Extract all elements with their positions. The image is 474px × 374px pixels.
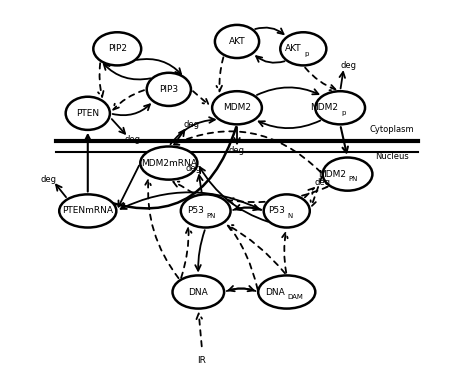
- Text: AKT: AKT: [228, 37, 246, 46]
- Ellipse shape: [212, 91, 262, 125]
- Text: MDM2mRNA: MDM2mRNA: [141, 159, 197, 168]
- Text: Cytoplasm: Cytoplasm: [369, 125, 414, 134]
- Text: DNA: DNA: [189, 288, 208, 297]
- Text: DAM: DAM: [288, 294, 304, 300]
- Ellipse shape: [258, 275, 315, 309]
- Text: PIP3: PIP3: [159, 85, 178, 94]
- Text: DNA: DNA: [265, 288, 285, 297]
- Text: deg: deg: [340, 61, 356, 70]
- Text: MDM2: MDM2: [310, 103, 338, 112]
- Ellipse shape: [215, 25, 259, 58]
- Ellipse shape: [147, 73, 191, 106]
- Ellipse shape: [93, 32, 141, 65]
- Text: deg: deg: [125, 135, 141, 144]
- Ellipse shape: [315, 91, 365, 125]
- Ellipse shape: [323, 157, 373, 191]
- Ellipse shape: [140, 147, 197, 180]
- Text: deg: deg: [184, 120, 200, 129]
- Text: deg: deg: [41, 175, 56, 184]
- Ellipse shape: [173, 275, 224, 309]
- Text: Nucleus: Nucleus: [375, 152, 409, 161]
- Ellipse shape: [280, 32, 326, 65]
- Text: P53: P53: [268, 206, 285, 215]
- Text: N: N: [288, 213, 293, 219]
- Text: PTENmRNA: PTENmRNA: [62, 206, 113, 215]
- Text: deg: deg: [229, 145, 245, 155]
- Text: PN: PN: [349, 176, 358, 182]
- Text: p: p: [341, 110, 346, 116]
- Text: PN: PN: [207, 213, 216, 219]
- Ellipse shape: [66, 97, 110, 130]
- Ellipse shape: [264, 194, 310, 227]
- Text: MDM2: MDM2: [223, 103, 251, 112]
- Text: AKT: AKT: [285, 45, 301, 53]
- Text: IR: IR: [198, 356, 207, 365]
- Text: p: p: [304, 50, 309, 57]
- Text: P53: P53: [187, 206, 204, 215]
- Text: PIP2: PIP2: [108, 45, 127, 53]
- Text: MDM2: MDM2: [318, 169, 346, 179]
- Text: deg: deg: [314, 178, 330, 187]
- Text: PTEN: PTEN: [76, 109, 100, 118]
- Ellipse shape: [59, 194, 116, 227]
- Ellipse shape: [181, 194, 230, 227]
- Text: deg: deg: [186, 164, 202, 173]
